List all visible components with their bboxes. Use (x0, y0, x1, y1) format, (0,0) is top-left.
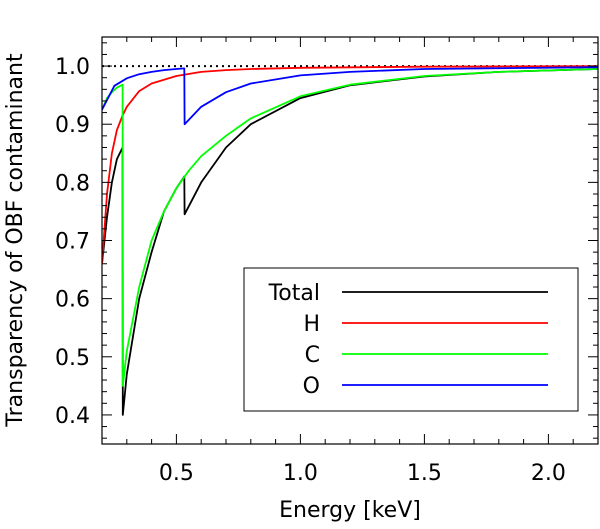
legend: Total HCO (243, 267, 579, 412)
y-tick-label: 1.0 (55, 55, 90, 80)
x-tick-label: 2.0 (531, 461, 566, 486)
legend-label-total: Total (268, 281, 320, 306)
legend-label-h: H (303, 312, 320, 337)
series-line-h (102, 65, 598, 264)
y-axis-title: Transparency of OBF contaminant (3, 53, 28, 428)
plot-frame (101, 36, 599, 445)
series-line-c (102, 68, 598, 387)
x-tick-label: 0.5 (159, 461, 194, 486)
x-axis-title: Energy [keV] (279, 498, 421, 523)
legend-label-c: C (305, 343, 320, 368)
y-tick-label: 0.7 (55, 230, 90, 255)
x-tick-label: 1.0 (283, 461, 318, 486)
series-line-total (102, 68, 598, 416)
y-tick-label: 0.5 (55, 346, 90, 371)
y-tick-label: 0.4 (55, 404, 90, 429)
y-tick-label: 0.9 (55, 113, 90, 138)
y-tick-label: 0.6 (55, 288, 90, 313)
series-line-o (102, 66, 598, 126)
plot-area (101, 36, 599, 445)
y-tick-label: 0.8 (55, 171, 90, 196)
legend-label-o: O (303, 374, 320, 399)
legend-frame (243, 267, 579, 412)
x-tick-label: 1.5 (407, 461, 442, 486)
